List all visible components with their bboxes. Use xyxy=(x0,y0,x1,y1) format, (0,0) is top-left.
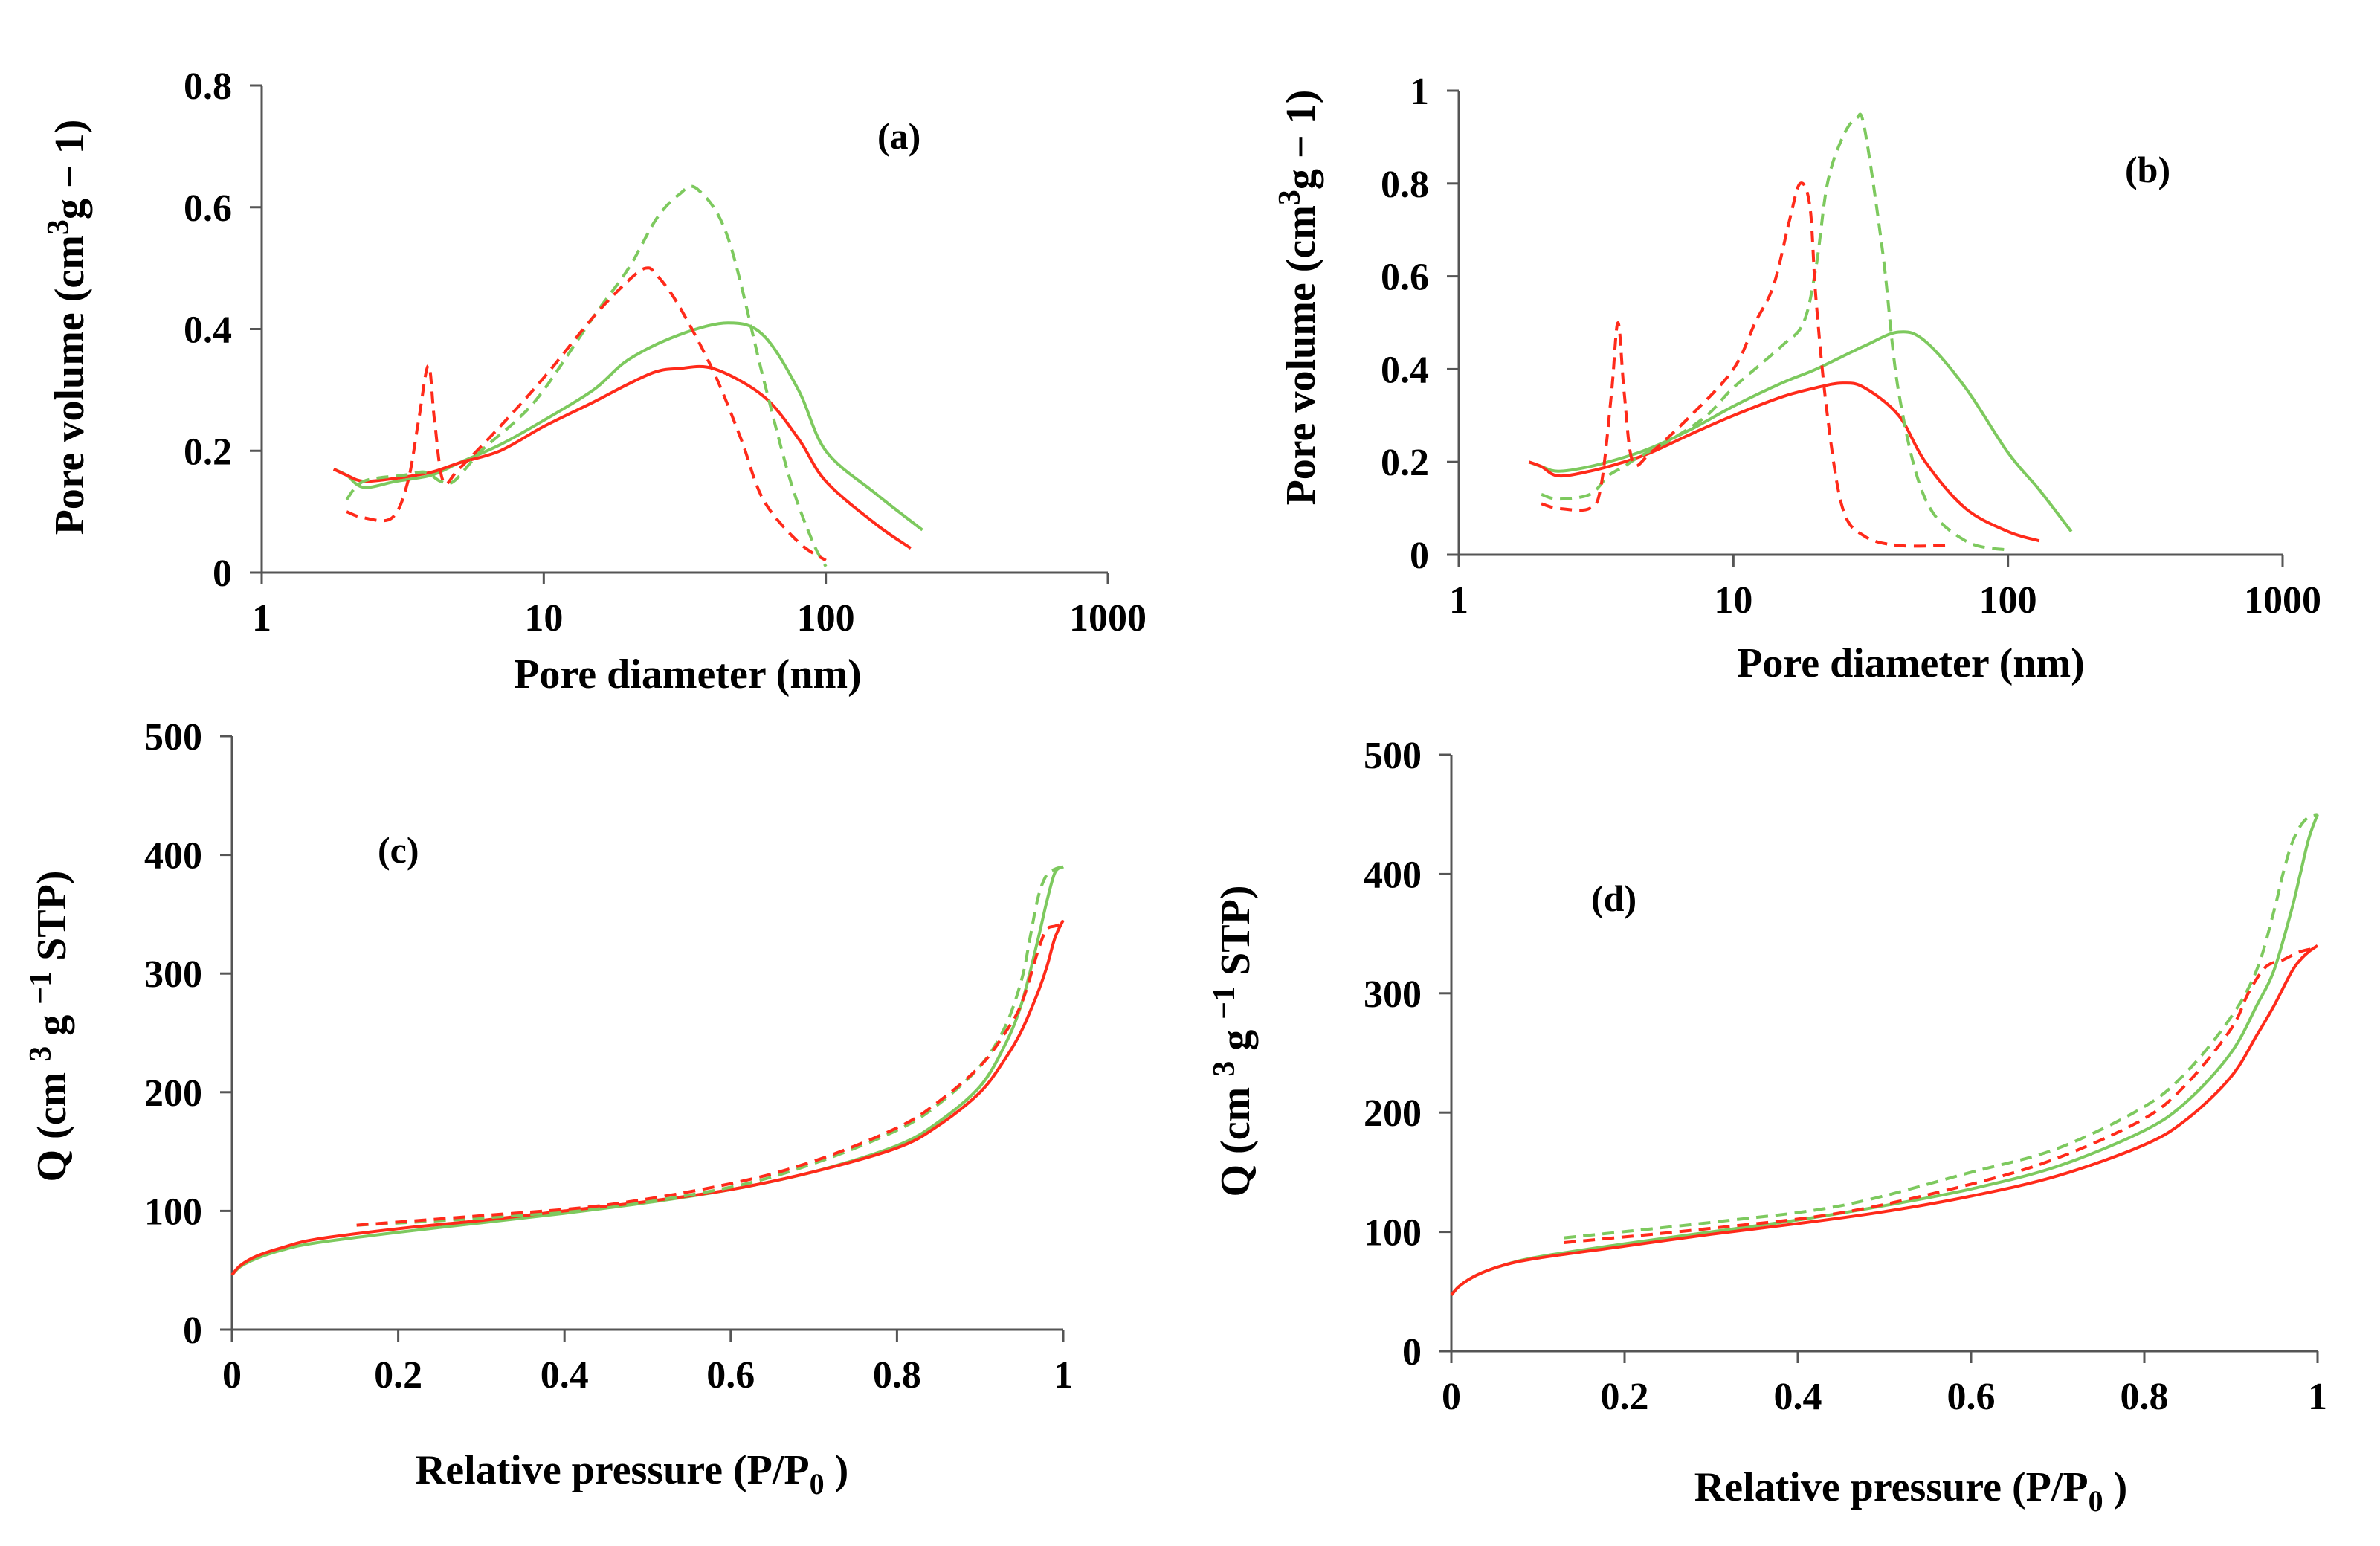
series-line-red-dashed xyxy=(1541,181,1947,548)
series-line-red-dashed xyxy=(346,266,827,562)
x-tick-label: 0 xyxy=(222,1354,242,1397)
x-tick-label: 1 xyxy=(1054,1354,1073,1397)
x-axis-label: Relative pressure (P/P0 ) xyxy=(416,1447,848,1501)
y-axis-label-main: Q (cm xyxy=(1213,1077,1259,1197)
x-axis-label-subscript: 0 xyxy=(2089,1484,2103,1518)
x-tick-label: 1000 xyxy=(1069,597,1147,640)
y-tick-label: 0.2 xyxy=(184,431,232,473)
panel-label: (c) xyxy=(378,829,419,871)
y-tick-label: 0.4 xyxy=(184,309,232,352)
y-axis-label-tail: g − 1) xyxy=(1278,90,1324,190)
y-tick-label: 0.6 xyxy=(184,187,232,230)
y-tick-label: 0.6 xyxy=(1381,257,1429,299)
y-axis-label-main: Q (cm xyxy=(29,1062,75,1182)
series-line-red-dashed xyxy=(1564,946,2318,1244)
x-tick-label: 0.2 xyxy=(374,1354,422,1397)
y-axis-label: Pore volume (cm3g − 1) xyxy=(1273,90,1324,506)
x-tick-label: 0.8 xyxy=(873,1354,921,1397)
y-axis-label-main: Pore volume (cm xyxy=(47,235,93,535)
y-tick-label: 0 xyxy=(1402,1331,1422,1373)
y-axis-label-superscript-2: −1 xyxy=(24,971,58,1005)
x-axis-label-tail: ) xyxy=(2103,1464,2128,1510)
y-tick-label: 1 xyxy=(1410,71,1429,113)
series-line-red-solid xyxy=(1528,381,2040,543)
series-line-red-dashed xyxy=(356,922,1064,1227)
panel-label: (d) xyxy=(1591,877,1636,919)
y-axis-label-superscript: 3 xyxy=(1273,190,1307,205)
chart-panel-a: 1 10 100 1000 0 0.2 0.4 0.6 0.8 (a) Pore diameter … xyxy=(42,65,1147,698)
panel-label: (b) xyxy=(2125,149,2170,190)
series-line-red-solid xyxy=(332,364,912,550)
x-tick-label: 0.6 xyxy=(706,1354,755,1397)
x-axis-label: Relative pressure (P/P0 ) xyxy=(1694,1464,2127,1518)
y-tick-label: 0.4 xyxy=(1381,349,1429,391)
series-line-green-dashed xyxy=(1564,813,2318,1240)
y-tick-label: 400 xyxy=(1364,854,1422,896)
x-tick-label: 1000 xyxy=(2244,579,2321,622)
x-tick-label: 0.2 xyxy=(1601,1376,1649,1418)
y-axis-label: Pore volume (cm3g − 1) xyxy=(42,120,93,535)
y-tick-label: 0.2 xyxy=(1381,442,1429,484)
x-tick-label: 0.8 xyxy=(2121,1376,2169,1418)
x-tick-label: 10 xyxy=(1714,579,1752,622)
series-line-green-dashed xyxy=(1541,112,2009,552)
x-tick-label: 100 xyxy=(1979,579,2037,622)
x-tick-label: 0 xyxy=(1442,1376,1461,1418)
y-axis-label: Q (cm 3 g −1 STP) xyxy=(1207,885,1259,1196)
y-axis-label-superscript-2: −1 xyxy=(1207,986,1242,1020)
x-tick-label: 100 xyxy=(797,597,855,640)
x-tick-label: 10 xyxy=(524,597,563,640)
x-axis-label: Pore diameter (nm) xyxy=(514,651,862,698)
x-axis-label-main: Relative pressure (P/P xyxy=(416,1447,810,1493)
series-line-green-solid xyxy=(332,321,923,532)
x-axis-label: Pore diameter (nm) xyxy=(1737,640,2085,686)
series-line-red-solid xyxy=(1450,944,2319,1296)
y-axis-label-tail: STP) xyxy=(29,870,75,970)
series-line-green-solid xyxy=(230,865,1065,1277)
y-axis-label-mid: g xyxy=(29,1005,75,1046)
series-line-green-solid xyxy=(1450,814,2319,1296)
y-tick-label: 0.8 xyxy=(1381,164,1429,206)
y-tick-label: 200 xyxy=(1364,1092,1422,1135)
y-axis-label-tail: g − 1) xyxy=(47,120,93,220)
y-axis-label-main: Pore volume (cm xyxy=(1278,205,1324,505)
x-tick-label: 1 xyxy=(252,597,271,640)
x-tick-label: 0.4 xyxy=(1774,1376,1822,1418)
y-axis-label-superscript: 3 xyxy=(24,1046,58,1062)
x-tick-label: 1 xyxy=(1449,579,1468,622)
y-tick-label: 200 xyxy=(144,1072,202,1115)
y-tick-label: 0 xyxy=(183,1310,202,1352)
panel-label: (a) xyxy=(877,115,920,157)
y-axis-label-superscript: 3 xyxy=(42,219,76,235)
chart-panel-d: 0 0.2 0.4 0.6 0.8 1 0 100 200 300 400 500 (d) Relativ… xyxy=(1207,735,2327,1518)
x-tick-label: 1 xyxy=(2308,1376,2327,1418)
x-tick-label: 0.4 xyxy=(541,1354,589,1397)
x-tick-label: 0.6 xyxy=(1947,1376,1996,1418)
y-axis-label-superscript: 3 xyxy=(1207,1061,1242,1077)
y-axis-label: Q (cm 3 g −1 STP) xyxy=(24,870,75,1182)
chart-panel-b: 1 10 100 1000 0 0.2 0.4 0.6 0.8 1 (b) Pore diameter… xyxy=(1273,71,2321,686)
x-axis-label-main: Relative pressure (P/P xyxy=(1694,1464,2089,1510)
series-line-red-solid xyxy=(230,919,1065,1276)
y-tick-label: 500 xyxy=(144,716,202,758)
y-tick-label: 500 xyxy=(1364,735,1422,777)
y-axis-label-mid: g xyxy=(1213,1020,1259,1061)
series-line-green-dashed xyxy=(356,865,1064,1227)
y-tick-label: 300 xyxy=(144,953,202,996)
series-line-green-solid xyxy=(1528,330,2073,533)
x-axis-label-tail: ) xyxy=(825,1447,849,1493)
y-tick-label: 100 xyxy=(1364,1212,1422,1254)
y-axis-label-tail: STP) xyxy=(1213,885,1259,985)
series-line-green-dashed xyxy=(345,184,828,567)
y-tick-label: 0 xyxy=(1410,535,1429,577)
y-tick-label: 0.8 xyxy=(184,65,232,108)
x-axis-label-subscript: 0 xyxy=(810,1467,825,1501)
y-tick-label: 100 xyxy=(144,1191,202,1233)
chart-panel-c: 0 0.2 0.4 0.6 0.8 1 0 100 200 300 400 500 (c) Relativ… xyxy=(24,716,1073,1501)
y-tick-label: 0 xyxy=(213,553,232,595)
y-tick-label: 300 xyxy=(1364,973,1422,1016)
y-tick-label: 400 xyxy=(144,835,202,877)
